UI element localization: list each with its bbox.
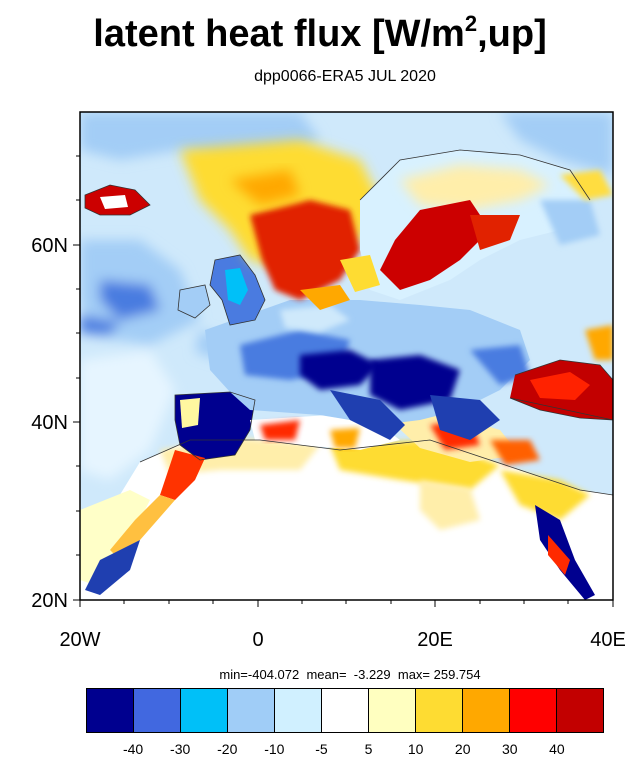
- lat-label-60n: 60N: [31, 235, 68, 257]
- legend-swatch: [87, 689, 134, 732]
- africa-region: [80, 438, 613, 600]
- legend-swatch: [557, 689, 603, 732]
- legend-label: -20: [217, 741, 238, 757]
- norwegian-sea: [180, 140, 380, 310]
- map-title: latent heat flux [W/m2,up]: [0, 12, 640, 56]
- lon-label-20w: 20W: [59, 629, 100, 651]
- field-statistics: min=-404.072 mean= -3.229 max= 259.754: [219, 667, 481, 682]
- legend-swatch: [181, 689, 228, 732]
- lon-label-20e: 20E: [417, 629, 453, 651]
- legend-label: 30: [502, 741, 518, 757]
- lon-label-0: 0: [252, 629, 263, 651]
- black-sea: [510, 325, 613, 420]
- legend-swatch: [463, 689, 510, 732]
- title-tail: ,up]: [477, 13, 547, 55]
- coastlines: [84, 149, 613, 496]
- flux-field: [80, 112, 613, 600]
- legend-label: 20: [454, 741, 471, 757]
- map-canvas: 20N 40N 60N 20W 0 20E 40E: [31, 111, 626, 651]
- legend-label: -10: [264, 741, 285, 757]
- legend-swatch: [416, 689, 463, 732]
- british-isles: [178, 255, 265, 325]
- legend-label: -5: [315, 741, 328, 757]
- iberia-region: [85, 392, 255, 595]
- map-subtitle: dpp0066-ERA5 JUL 2020: [254, 68, 436, 85]
- legend-label: -30: [170, 741, 191, 757]
- scandinavia: [340, 150, 613, 300]
- legend-swatch: [134, 689, 181, 732]
- legend-swatch: [369, 689, 416, 732]
- legend-swatch: [322, 689, 369, 732]
- legend-swatch: [275, 689, 322, 732]
- iceland: [85, 185, 150, 215]
- title-text: latent heat flux [W/m: [93, 13, 465, 55]
- lat-label-20n: 20N: [31, 590, 68, 612]
- legend-label: 10: [407, 741, 424, 757]
- legend-label: -40: [122, 741, 144, 757]
- legend-label: 5: [364, 741, 373, 757]
- tick-marks: [73, 155, 614, 607]
- title-superscript: 2: [464, 11, 478, 36]
- legend-label: 40: [549, 741, 565, 757]
- legend-swatch: [510, 689, 557, 732]
- color-legend-bar: [86, 688, 604, 733]
- lon-label-40e: 40E: [590, 629, 626, 651]
- europe-region: [205, 300, 530, 440]
- legend-swatch: [228, 689, 275, 732]
- lat-label-40n: 40N: [31, 412, 68, 434]
